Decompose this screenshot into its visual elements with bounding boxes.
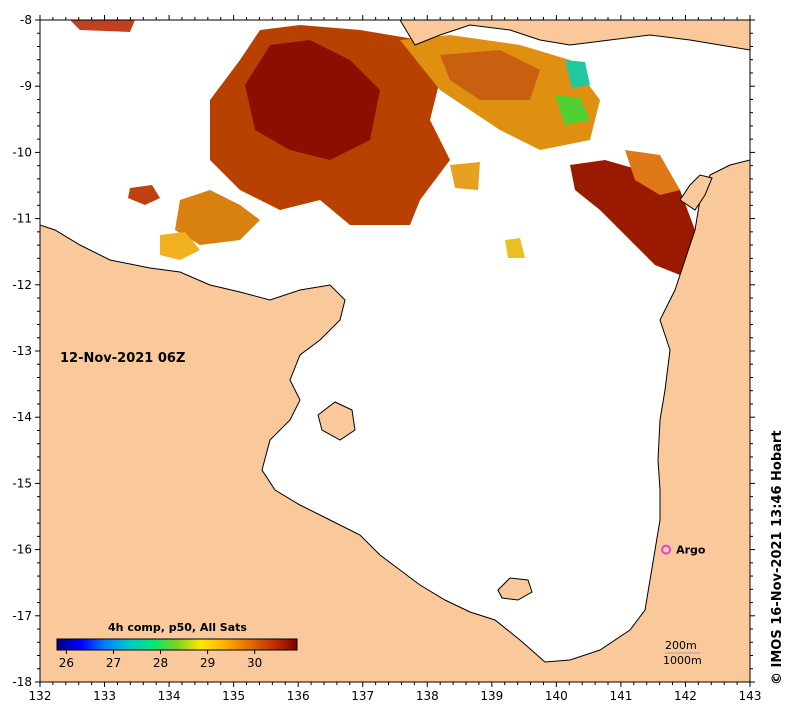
depth-label-1000m: 1000m: [663, 654, 702, 667]
colorbar-title: 4h comp, p50, All Sats: [108, 621, 247, 634]
y-tick-label: -11: [12, 212, 32, 226]
colorbar-gradient: [56, 638, 298, 651]
sst-patch-east-orange: [625, 150, 680, 195]
sst-patches: [70, 20, 695, 275]
colorbar-ticks: 26 27 28 29 30: [59, 650, 262, 670]
land-wellesley-island: [497, 577, 533, 601]
sst-patch-topleft: [70, 20, 135, 32]
x-tick-label: 140: [545, 689, 568, 703]
land-east-cape: [679, 174, 713, 211]
y-tick-label: -10: [12, 145, 32, 159]
y-tick-label: -13: [12, 344, 32, 358]
x-tick-label: 135: [222, 689, 245, 703]
x-tick-label: 141: [609, 689, 632, 703]
sst-patch-north-core: [440, 50, 540, 100]
map-timestamp: 12-Nov-2021 06Z: [60, 351, 185, 366]
x-tick-label: 143: [739, 689, 762, 703]
x-tick-label: 142: [674, 689, 697, 703]
y-tick-label: -12: [12, 278, 32, 292]
x-tick-label: 139: [480, 689, 503, 703]
depth-label-200m: 200m: [665, 639, 697, 652]
x-tick-label: 132: [29, 689, 52, 703]
colorbar-tick-label: 30: [247, 656, 262, 670]
colorbar-tick-label: 28: [153, 656, 168, 670]
sst-patch-small-2: [450, 162, 480, 190]
imos-credit: © IMOS 16-Nov-2021 13:46 Hobart: [770, 430, 785, 685]
x-axis: 132 133 134 135 136 137 138 139 140 141 142 143: [29, 15, 762, 703]
depth-legend: 200m 1000m: [663, 639, 702, 667]
land-northern-territory: [40, 159, 750, 682]
y-tick-label: -18: [12, 675, 32, 689]
argo-marker[interactable]: Argo: [661, 544, 706, 557]
argo-float-icon[interactable]: [661, 544, 672, 555]
x-tick-label: 136: [287, 689, 310, 703]
sst-patch-northwest-core: [245, 40, 380, 160]
land-groote-island: [317, 401, 356, 441]
sst-patch-west: [175, 190, 260, 245]
sst-patch-west-yellow: [160, 232, 200, 260]
land-new-guinea: [399, 20, 750, 51]
y-axis: -8 -9 -10 -11 -12 -13 -14 -15 -16 -17 -18: [12, 13, 755, 689]
y-tick-label: -17: [12, 609, 32, 623]
x-tick-label: 138: [416, 689, 439, 703]
colorbar-tick-label: 27: [106, 656, 121, 670]
land: [40, 20, 750, 682]
x-tick-label: 134: [158, 689, 181, 703]
colorbar-tick-label: 29: [200, 656, 215, 670]
y-tick-label: -16: [12, 543, 32, 557]
x-tick-label: 133: [93, 689, 116, 703]
y-tick-label: -9: [20, 79, 32, 93]
sst-patch-green: [555, 95, 590, 125]
sst-patch-small-1: [128, 185, 160, 205]
colorbar: 4h comp, p50, All Sats 26 27 28 29 30: [56, 621, 298, 670]
argo-label: Argo: [676, 544, 706, 557]
colorbar-tick-label: 26: [59, 656, 74, 670]
sst-patch-cyan: [565, 60, 590, 88]
y-tick-label: -15: [12, 476, 32, 490]
sst-patch-small-3: [505, 238, 525, 258]
y-tick-label: -14: [12, 410, 32, 424]
x-tick-label: 137: [351, 689, 374, 703]
y-tick-label: -8: [20, 13, 32, 27]
